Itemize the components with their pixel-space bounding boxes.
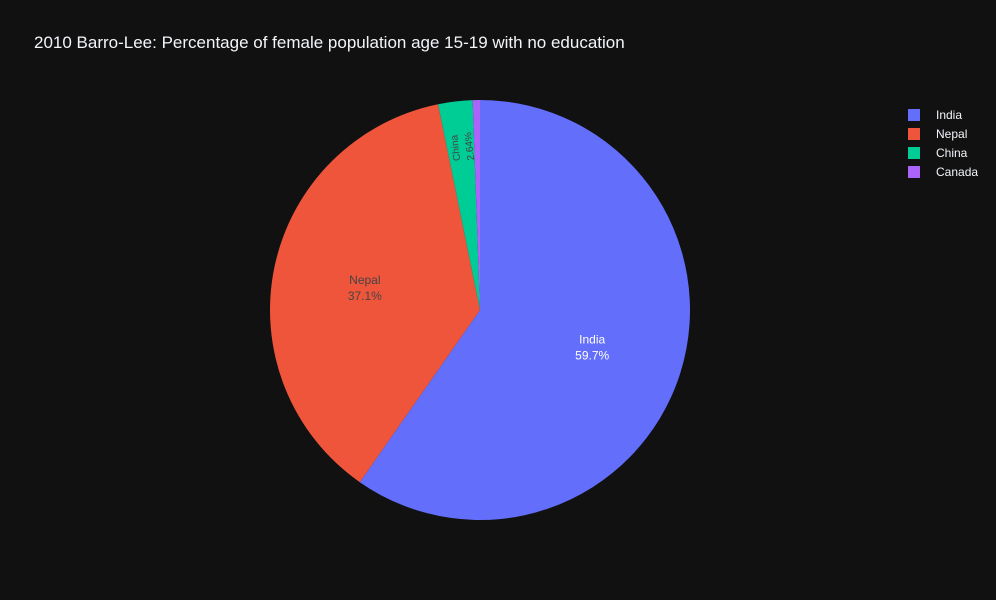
slice-label-percent: 59.7% — [575, 348, 609, 362]
slice-label-india: India 59.7% — [575, 332, 609, 362]
legend-swatch — [908, 165, 920, 178]
slice-label-percent: 37.1% — [348, 289, 382, 303]
legend: India Nepal China Canada — [908, 105, 978, 181]
chart-title: 2010 Barro-Lee: Percentage of female pop… — [34, 33, 625, 52]
legend-label: Canada — [936, 164, 979, 179]
legend-label: China — [936, 145, 968, 160]
slice-label-name: China — [449, 134, 463, 162]
legend-swatch — [908, 127, 920, 140]
pie-slice-china[interactable] — [438, 100, 480, 311]
pie-slice-nepal[interactable] — [270, 104, 480, 483]
slice-label-nepal: Nepal 37.1% — [348, 273, 382, 303]
slice-label-percent: 2.64% — [463, 131, 477, 161]
slice-label-china: China 2.64% — [449, 131, 477, 162]
pie-slice-canada[interactable] — [472, 100, 480, 310]
legend-swatch — [908, 108, 920, 121]
slice-label-name: Nepal — [349, 273, 380, 287]
legend-item-canada[interactable]: Canada — [908, 162, 978, 181]
legend-item-nepal[interactable]: Nepal — [908, 124, 978, 143]
legend-swatch — [908, 146, 920, 159]
legend-label: India — [936, 107, 963, 122]
legend-item-india[interactable]: India — [908, 105, 978, 124]
legend-item-china[interactable]: China — [908, 143, 978, 162]
legend-label: Nepal — [936, 126, 968, 141]
pie-slice-india[interactable] — [359, 100, 690, 520]
slice-label-name: India — [579, 332, 605, 346]
